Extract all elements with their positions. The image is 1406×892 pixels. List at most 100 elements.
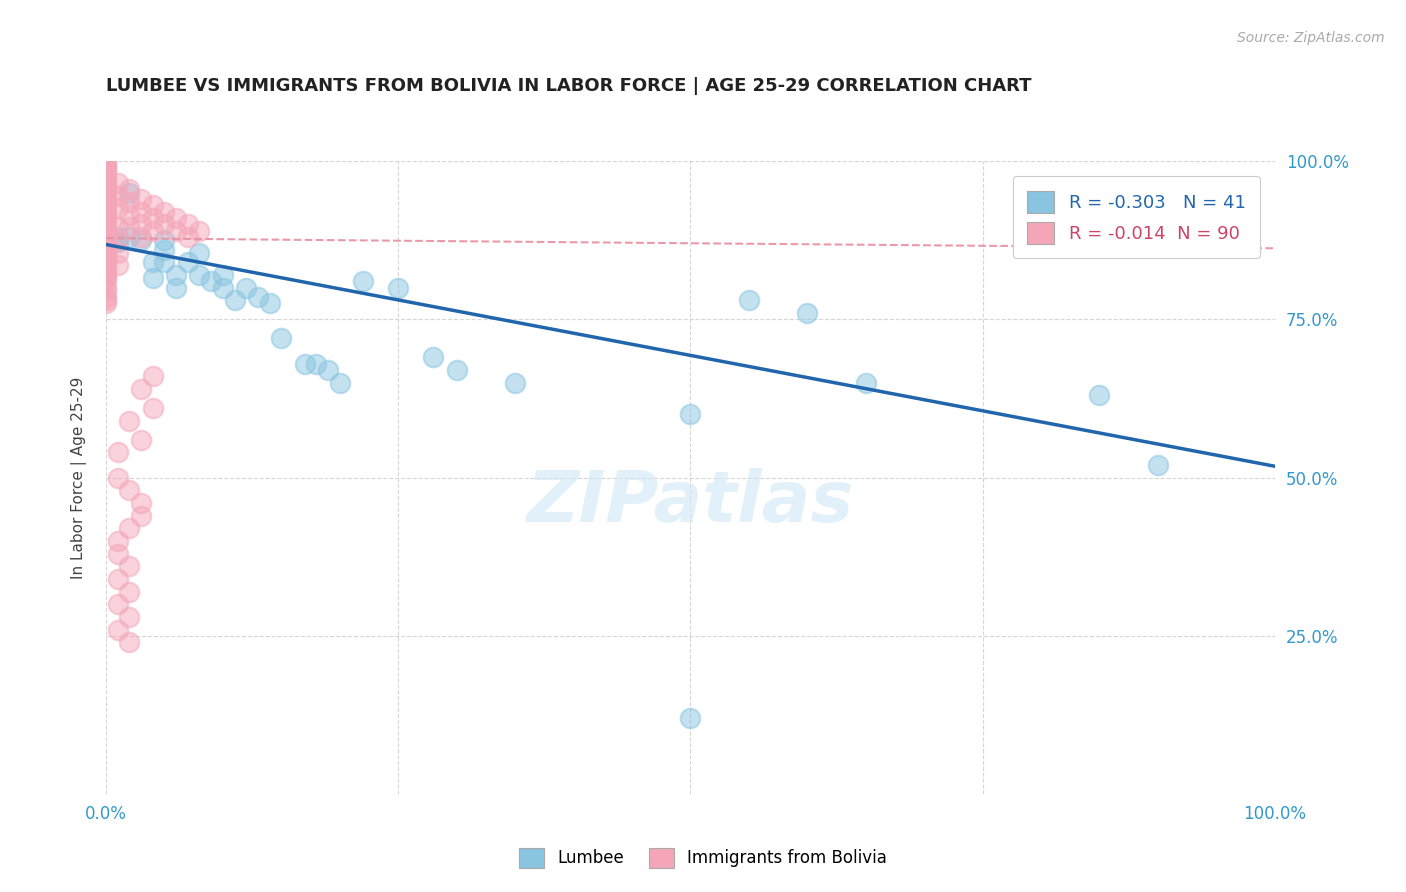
Point [94, 296, 117, 310]
Text: ZIPatlas: ZIPatlas [527, 468, 853, 538]
Point [94, 198, 117, 212]
Point [118, 208, 141, 222]
Point [94, 220, 117, 235]
Point [153, 217, 176, 231]
Point [129, 508, 152, 523]
Point [224, 293, 246, 308]
Point [94, 157, 117, 171]
Point [142, 401, 165, 415]
Point [107, 259, 129, 273]
Point [129, 192, 152, 206]
Point [94, 153, 117, 168]
Point [107, 245, 129, 260]
Point [165, 211, 187, 225]
Point [94, 290, 117, 304]
Point [94, 160, 117, 174]
Point [329, 376, 352, 390]
Point [270, 331, 292, 345]
Point [94, 202, 117, 216]
Point [118, 559, 141, 574]
Point [94, 217, 117, 231]
Text: LUMBEE VS IMMIGRANTS FROM BOLIVIA IN LABOR FORCE | AGE 25-29 CORRELATION CHART: LUMBEE VS IMMIGRANTS FROM BOLIVIA IN LAB… [105, 78, 1032, 95]
Point [142, 271, 165, 285]
Point [94, 167, 117, 181]
Point [142, 198, 165, 212]
Point [94, 237, 117, 252]
Point [118, 610, 141, 624]
Point [94, 227, 117, 241]
Point [94, 176, 117, 190]
Point [94, 204, 117, 219]
Point [107, 597, 129, 611]
Point [94, 211, 117, 225]
Point [679, 407, 702, 421]
Point [94, 169, 117, 184]
Point [94, 252, 117, 266]
Point [94, 259, 117, 273]
Point [94, 208, 117, 222]
Point [153, 233, 176, 247]
Point [679, 711, 702, 725]
Point [165, 268, 187, 282]
Point [94, 265, 117, 279]
Point [305, 357, 328, 371]
Point [422, 351, 444, 365]
Point [94, 261, 117, 276]
Point [118, 230, 141, 244]
Point [188, 245, 211, 260]
Point [129, 496, 152, 510]
Point [107, 547, 129, 561]
Point [94, 255, 117, 269]
Point [94, 192, 117, 206]
Point [94, 179, 117, 194]
Point [94, 182, 117, 196]
Point [129, 233, 152, 247]
Point [107, 220, 129, 235]
Point [118, 414, 141, 428]
Point [94, 236, 117, 251]
Point [118, 584, 141, 599]
Point [94, 293, 117, 308]
Point [153, 243, 176, 257]
Point [94, 161, 117, 176]
Point [94, 243, 117, 257]
Legend: R = -0.303   N = 41, R = -0.014  N = 90: R = -0.303 N = 41, R = -0.014 N = 90 [1012, 177, 1260, 258]
Point [246, 290, 269, 304]
Point [94, 230, 117, 244]
Point [118, 182, 141, 196]
Point [94, 163, 117, 178]
Point [94, 195, 117, 210]
Point [118, 186, 141, 200]
Point [107, 176, 129, 190]
Point [94, 249, 117, 263]
Point [107, 470, 129, 484]
Point [94, 188, 117, 202]
Point [118, 635, 141, 649]
Point [118, 521, 141, 535]
Point [94, 284, 117, 298]
Point [118, 220, 141, 235]
Point [107, 572, 129, 586]
Point [129, 382, 152, 396]
Legend: Lumbee, Immigrants from Bolivia: Lumbee, Immigrants from Bolivia [512, 841, 894, 875]
Point [94, 233, 117, 247]
Point [94, 271, 117, 285]
Point [796, 306, 818, 320]
Point [94, 255, 117, 269]
Point [387, 280, 409, 294]
Point [107, 235, 129, 249]
Point [1146, 458, 1168, 472]
Point [165, 280, 187, 294]
Point [142, 223, 165, 237]
Point [107, 623, 129, 637]
Point [94, 173, 117, 187]
Point [94, 245, 117, 260]
Point [129, 230, 152, 244]
Point [107, 202, 129, 216]
Point [107, 533, 129, 548]
Point [503, 376, 526, 390]
Point [118, 195, 141, 210]
Point [153, 255, 176, 269]
Point [94, 214, 117, 228]
Point [212, 268, 235, 282]
